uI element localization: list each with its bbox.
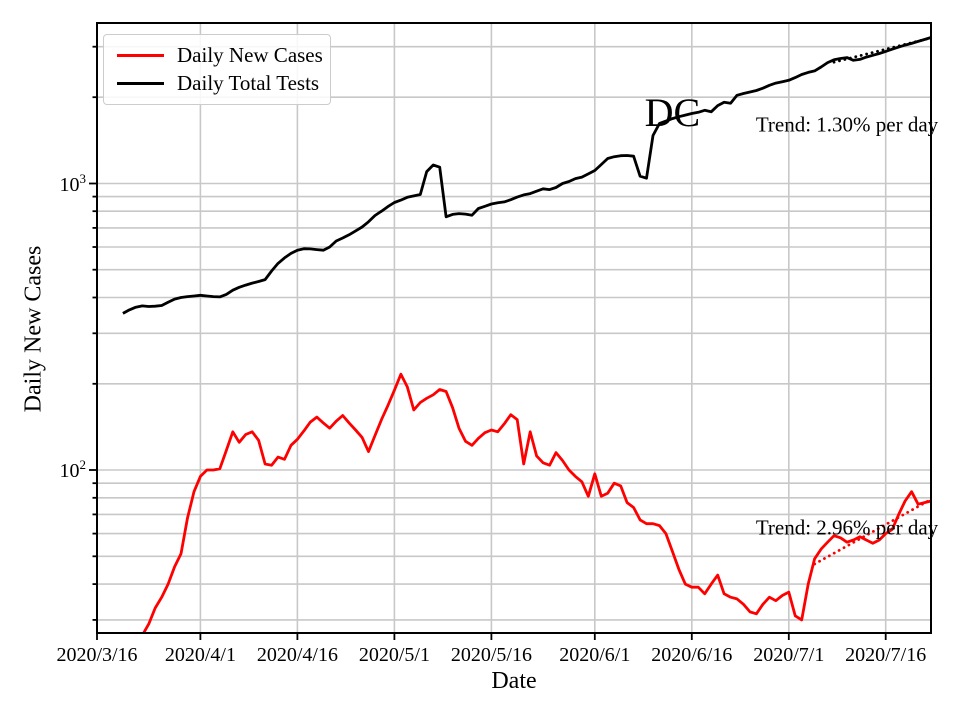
legend-line-sample xyxy=(117,54,164,57)
x-tick-label-7: 2020/7/1 xyxy=(753,644,825,666)
x-tick-label-0: 2020/3/16 xyxy=(56,644,138,666)
x-tick-label-4: 2020/5/16 xyxy=(450,644,532,666)
annotation-trend-2-96-per-day: Trend: 2.96% per day xyxy=(755,515,939,539)
series-cases-trend-2-96pct-per-day xyxy=(813,498,931,566)
x-tick-label-2: 2020/4/16 xyxy=(256,644,338,666)
x-tick-label-3: 2020/5/1 xyxy=(358,644,430,666)
y-axis-title: Daily New Cases xyxy=(20,245,47,413)
legend: Daily New Cases Daily Total Tests xyxy=(103,34,331,105)
y-tick-label-1: 103 xyxy=(59,170,87,196)
x-axis-title: Date xyxy=(491,668,537,694)
legend-label: Daily New Cases xyxy=(177,43,323,67)
x-tick-label-5: 2020/6/1 xyxy=(559,644,631,666)
x-tick-label-8: 2020/7/16 xyxy=(845,644,927,666)
y-tick-label-0: 102 xyxy=(59,457,87,482)
x-tick-label-6: 2020/6/16 xyxy=(651,644,733,666)
legend-item-0: Daily New Cases xyxy=(104,45,330,66)
series-daily-new-cases xyxy=(142,372,931,633)
annotation-dc: DC xyxy=(644,90,701,136)
legend-line-sample xyxy=(117,82,164,85)
series-daily-total-tests xyxy=(122,36,931,315)
series-tests-trend-1-30pct-per-day xyxy=(832,36,931,64)
x-tick-label-1: 2020/4/1 xyxy=(164,644,236,666)
legend-item-1: Daily Total Tests xyxy=(104,73,330,94)
legend-label: Daily Total Tests xyxy=(177,71,320,95)
annotation-trend-1-30-per-day: Trend: 1.30% per day xyxy=(755,112,939,137)
